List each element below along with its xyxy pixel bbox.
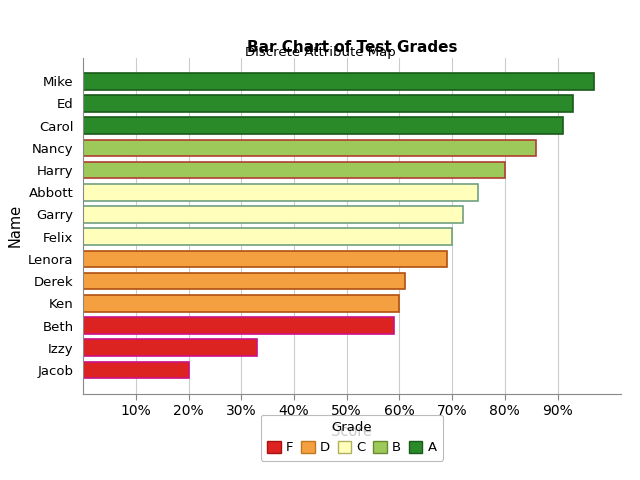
Bar (83, 361, 189, 378)
Bar (83, 73, 595, 90)
X-axis label: Score: Score (332, 423, 372, 439)
Bar (83, 95, 573, 112)
Bar (83, 184, 479, 201)
Title: Bar Chart of Test Grades: Bar Chart of Test Grades (247, 40, 457, 55)
Bar (83, 117, 563, 134)
Bar (83, 295, 399, 312)
Bar (83, 251, 447, 267)
Y-axis label: Name: Name (8, 204, 22, 247)
Bar (83, 339, 257, 356)
Legend: F, D, C, B, A: F, D, C, B, A (261, 415, 443, 461)
Text: Discrete Attribute Map: Discrete Attribute Map (244, 46, 396, 59)
Bar (83, 140, 536, 156)
Bar (83, 317, 394, 334)
Bar (83, 206, 463, 223)
Bar (83, 273, 404, 289)
Bar (83, 162, 505, 179)
Bar (83, 228, 452, 245)
